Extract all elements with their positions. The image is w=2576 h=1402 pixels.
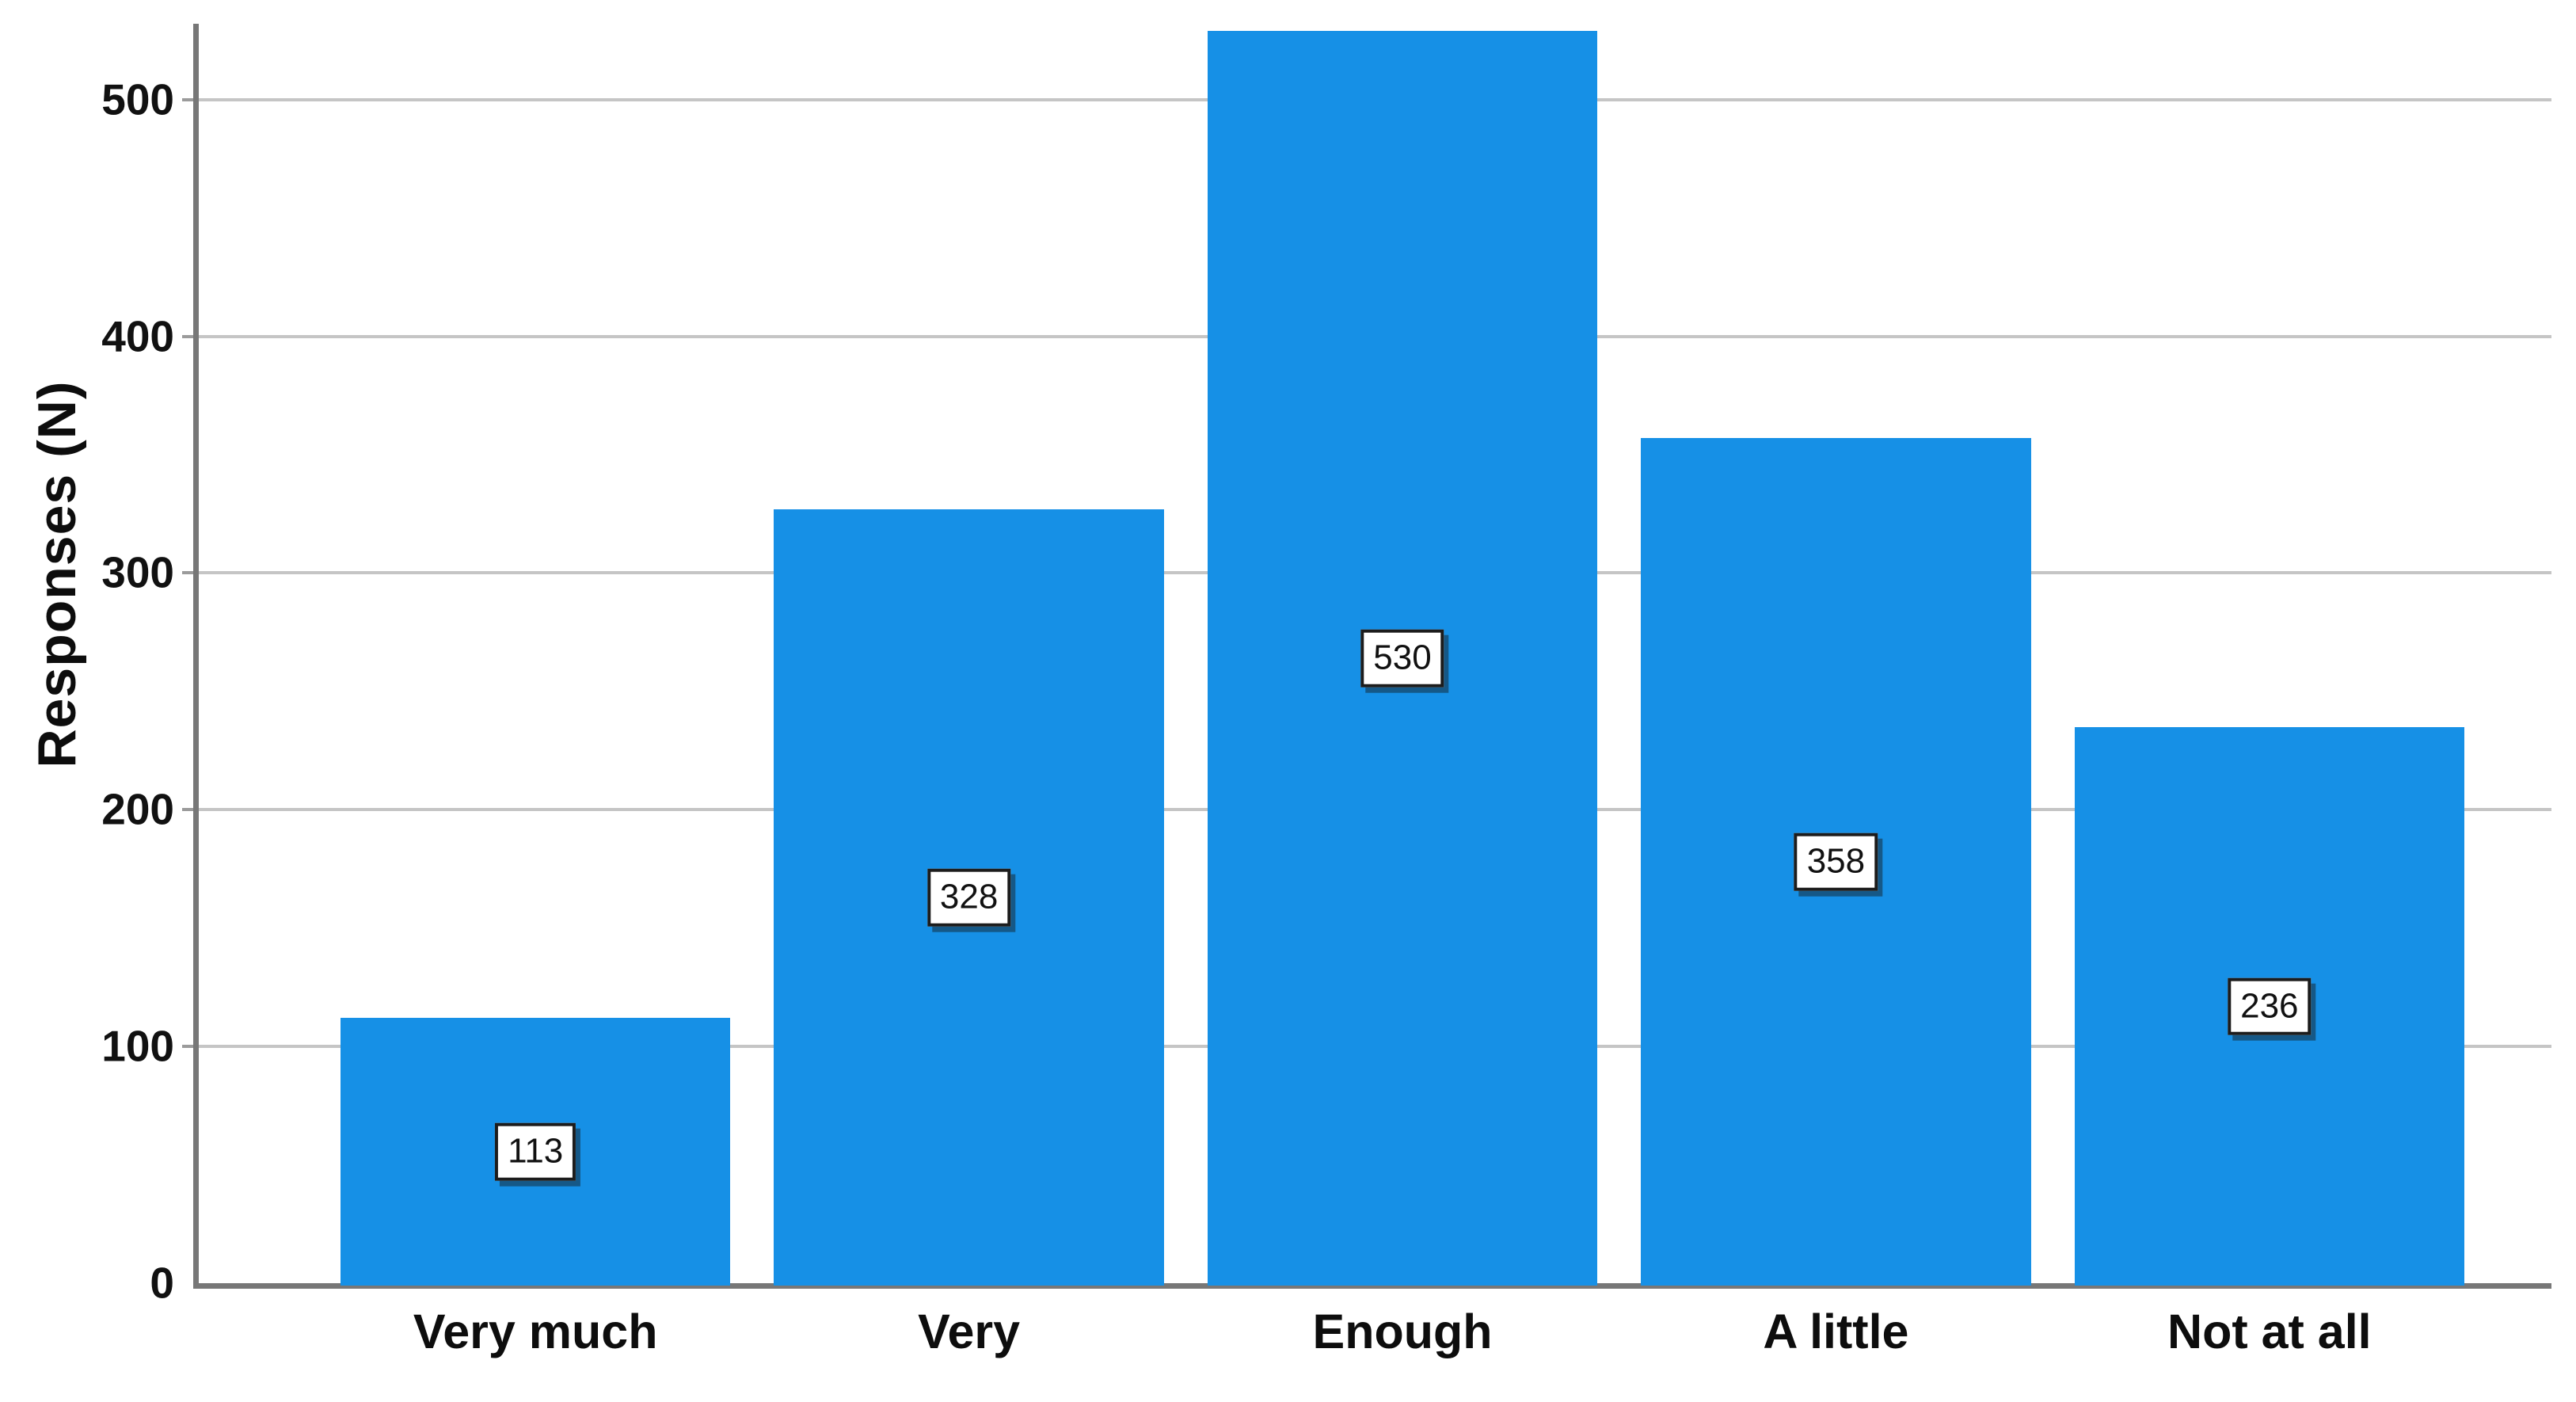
x-axis-category-labels: Very much Very Enough A little Not at all bbox=[341, 1305, 2464, 1358]
value-label: 236 bbox=[2228, 977, 2312, 1035]
y-axis-tick-mark bbox=[182, 571, 196, 574]
y-axis-line bbox=[193, 24, 199, 1286]
x-axis-line bbox=[193, 1283, 2551, 1289]
y-axis-tick-mark bbox=[182, 98, 196, 101]
y-tick-label: 500 bbox=[101, 74, 174, 124]
value-label: 328 bbox=[927, 868, 1011, 927]
y-tick-label: 0 bbox=[150, 1258, 174, 1308]
y-axis-tick-mark bbox=[182, 808, 196, 811]
bars-group: 113 328 530 358 236 bbox=[341, 26, 2465, 1286]
y-tick-label: 300 bbox=[101, 547, 174, 597]
bar-not-at-all: 236 bbox=[2074, 727, 2465, 1286]
y-axis-tick-mark bbox=[182, 1045, 196, 1048]
bar-a-little: 358 bbox=[1641, 438, 2031, 1286]
x-tick-label: Not at all bbox=[2167, 1305, 2372, 1358]
bar-very: 328 bbox=[774, 509, 1164, 1286]
y-tick-label: 200 bbox=[101, 784, 174, 834]
bar-enough: 530 bbox=[1207, 31, 1598, 1286]
x-tick-label: Very bbox=[918, 1305, 1021, 1358]
y-axis-tick-labels: 0 100 200 300 400 500 bbox=[0, 24, 174, 1305]
x-tick-label: A little bbox=[1763, 1305, 1909, 1358]
y-tick-label: 400 bbox=[101, 311, 174, 361]
y-axis-tick-mark bbox=[182, 335, 196, 338]
bar-very-much: 113 bbox=[341, 1018, 731, 1286]
x-tick-label: Enough bbox=[1312, 1305, 1493, 1358]
value-label: 113 bbox=[495, 1122, 576, 1181]
x-tick-label: Very much bbox=[413, 1305, 658, 1358]
plot-area: 113 328 530 358 236 bbox=[182, 24, 2551, 1289]
value-label: 530 bbox=[1360, 629, 1444, 688]
value-label: 358 bbox=[1794, 832, 1878, 891]
y-tick-label: 100 bbox=[101, 1021, 174, 1071]
